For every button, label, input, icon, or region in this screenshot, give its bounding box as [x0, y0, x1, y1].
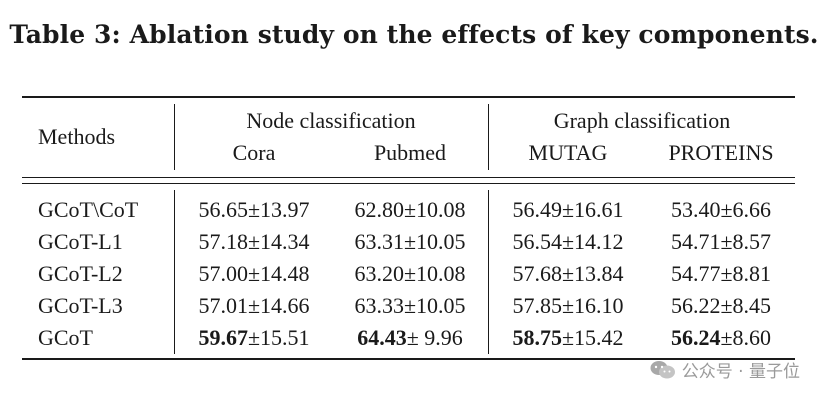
wechat-icon	[650, 360, 676, 380]
node-classification-header: Node classification	[246, 108, 416, 133]
cell-std: ±8.57	[720, 229, 772, 254]
table-cell: 54.71±8.57	[671, 229, 771, 255]
cell-std: ±8.81	[720, 261, 772, 286]
table-cell: 57.00±14.48	[198, 261, 309, 287]
cell-std: ±8.60	[720, 325, 772, 350]
column-header-cora: Cora	[232, 140, 276, 165]
row-method-label: GCoT	[38, 325, 93, 350]
table-cell: 56.22±8.45	[671, 293, 771, 319]
column-header-mutag: MUTAG	[528, 140, 608, 165]
column-header-pubmed: Pubmed	[373, 140, 447, 165]
cell-mean: 59.67	[198, 325, 248, 350]
table-cell: 64.43± 9.96	[357, 325, 463, 351]
row-method-label: GCoT\CoT	[38, 197, 139, 222]
column-divider-2	[488, 104, 490, 170]
cell-mean: 56.22	[670, 293, 721, 318]
header-rule-1	[22, 177, 795, 179]
cell-mean: 62.80	[354, 197, 404, 222]
cell-mean: 63.31	[354, 229, 404, 254]
table-cell: 56.54±14.12	[512, 229, 623, 255]
table-cell: 63.33±10.05	[354, 293, 465, 319]
cell-mean: 64.43	[357, 325, 407, 350]
table-cell: 53.40±6.66	[671, 197, 771, 223]
cell-std: ±16.10	[561, 293, 624, 318]
column-divider-2-body	[488, 190, 490, 354]
header-rule-2	[22, 183, 795, 185]
table-cell: 56.65±13.97	[198, 197, 309, 223]
cell-std: ±15.51	[247, 325, 310, 350]
row-method-label: GCoT-L3	[38, 293, 123, 318]
cell-std: ±10.05	[403, 293, 466, 318]
column-divider-1	[174, 104, 176, 170]
table-cell: 57.18±14.34	[198, 229, 309, 255]
cell-mean: 56.24	[670, 325, 721, 350]
table-cell: 63.20±10.08	[354, 261, 465, 287]
cell-std: ±13.97	[247, 197, 310, 222]
row-method-label: GCoT-L2	[38, 261, 123, 286]
table-cell: 62.80±10.08	[354, 197, 465, 223]
cell-mean: 57.85	[512, 293, 562, 318]
cell-mean: 56.49	[512, 197, 562, 222]
row-method-label: GCoT-L1	[38, 229, 123, 254]
table-cell: 58.75±15.42	[512, 325, 623, 351]
table-cell: 56.24±8.60	[671, 325, 771, 351]
cell-std: ±10.08	[403, 261, 466, 286]
cell-mean: 63.20	[354, 261, 404, 286]
table-cell: 56.49±16.61	[512, 197, 623, 223]
table-caption: Table 3: Ablation study on the effects o…	[9, 20, 819, 49]
cell-mean: 56.54	[512, 229, 562, 254]
bottom-rule	[22, 358, 795, 361]
table-cell: 59.67±15.51	[198, 325, 309, 351]
cell-std: ±14.48	[247, 261, 310, 286]
cell-mean: 57.68	[512, 261, 562, 286]
graph-classification-header: Graph classification	[553, 108, 731, 133]
table-cell: 57.85±16.10	[512, 293, 623, 319]
cell-mean: 57.00	[198, 261, 248, 286]
cell-std: ±13.84	[561, 261, 624, 286]
column-divider-1-body	[174, 190, 176, 354]
table-cell: 63.31±10.05	[354, 229, 465, 255]
column-header-proteins: PROTEINS	[668, 140, 774, 165]
cell-mean: 57.01	[198, 293, 248, 318]
watermark: 公众号 · 量子位	[650, 357, 800, 382]
table-cell: 57.68±13.84	[512, 261, 623, 287]
cell-std: ±14.66	[247, 293, 310, 318]
cell-std: ± 9.96	[406, 325, 463, 350]
cell-std: ±10.08	[403, 197, 466, 222]
cell-mean: 54.77	[670, 261, 721, 286]
table-cell: 57.01±14.66	[198, 293, 309, 319]
watermark-text: 公众号 · 量子位	[681, 362, 800, 382]
cell-std: ±8.45	[720, 293, 772, 318]
methods-header: Methods	[38, 124, 115, 149]
cell-std: ±15.42	[561, 325, 624, 350]
cell-std: ±14.12	[561, 229, 624, 254]
table-cell: 54.77±8.81	[671, 261, 771, 287]
cell-mean: 56.65	[198, 197, 248, 222]
cell-mean: 53.40	[670, 197, 721, 222]
cell-mean: 58.75	[512, 325, 562, 350]
cell-std: ±6.66	[720, 197, 772, 222]
cell-std: ±10.05	[403, 229, 466, 254]
cell-mean: 63.33	[354, 293, 404, 318]
cell-std: ±14.34	[247, 229, 310, 254]
cell-mean: 57.18	[198, 229, 248, 254]
cell-mean: 54.71	[670, 229, 721, 254]
cell-std: ±16.61	[561, 197, 624, 222]
top-rule	[22, 96, 795, 99]
